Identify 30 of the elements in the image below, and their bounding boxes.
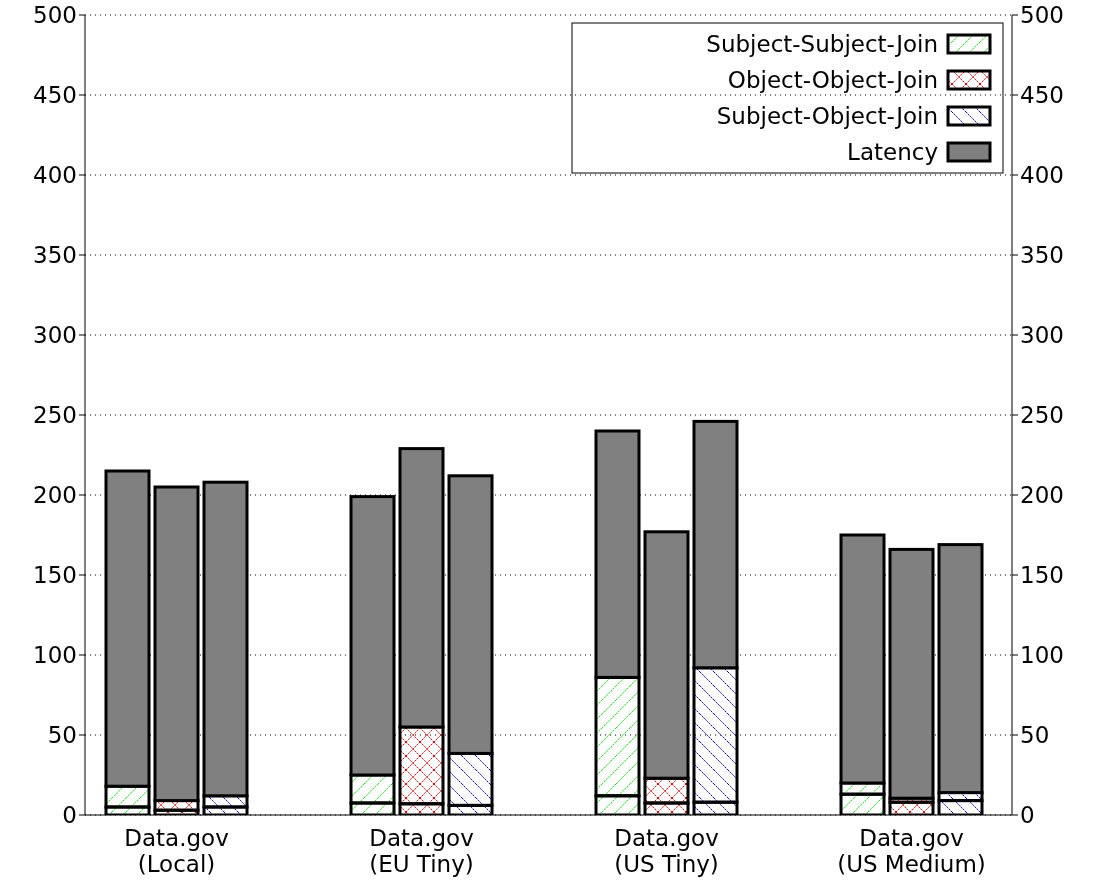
y2-tick-label: 100	[1020, 642, 1064, 669]
y2-tick-label: 0	[1020, 802, 1035, 829]
x-tick-label: Data.gov (US Tiny)	[614, 824, 719, 878]
y-tick-label: 350	[33, 242, 77, 269]
y2-tick-label: 350	[1020, 242, 1064, 269]
x-tick-label: Data.gov (EU Tiny)	[369, 824, 474, 878]
y-tick-label: 50	[47, 722, 77, 749]
y2-tick-label: 450	[1020, 82, 1064, 109]
y-tick-label: 500	[33, 2, 77, 29]
y-tick-label: 0	[62, 802, 77, 829]
y-tick-label: 100	[33, 642, 77, 669]
legend-label: Subject-Subject-Join	[706, 31, 938, 57]
y-tick-label: 150	[33, 562, 77, 589]
y-tick-label: 450	[33, 82, 77, 109]
y2-tick-label: 50	[1020, 722, 1050, 749]
x-tick-label: Data.gov (Local)	[124, 824, 229, 878]
y2-tick-label: 200	[1020, 482, 1064, 509]
y2-tick-label: 250	[1020, 402, 1064, 429]
y-tick-label: 250	[33, 402, 77, 429]
y-tick-label: 400	[33, 162, 77, 189]
y2-tick-label: 150	[1020, 562, 1064, 589]
y-tick-label: 200	[33, 482, 77, 509]
legend-label: Latency	[847, 139, 938, 165]
y2-tick-label: 300	[1020, 322, 1064, 349]
legend-label: Subject-Object-Join	[716, 103, 938, 129]
y-tick-label: 300	[33, 322, 77, 349]
legend-label: Object-Object-Join	[727, 67, 938, 93]
y2-tick-label: 400	[1020, 162, 1064, 189]
y2-tick-label: 500	[1020, 2, 1064, 29]
x-tick-label: Data.gov (US Medium)	[837, 824, 986, 878]
